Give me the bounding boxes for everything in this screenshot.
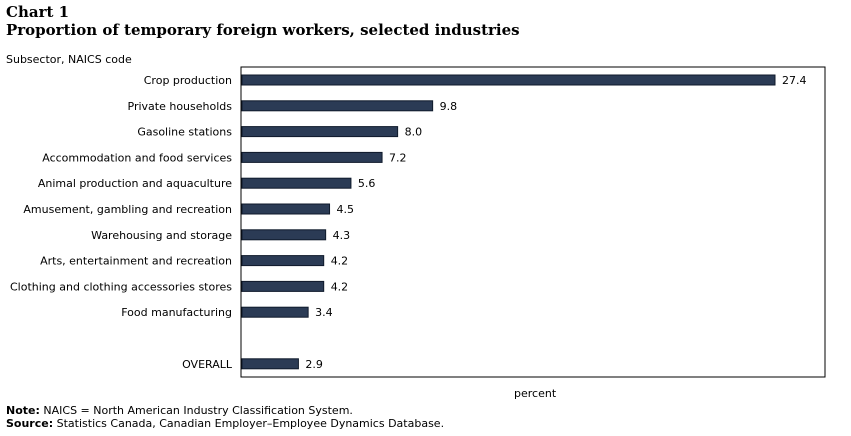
value-label: 4.2	[331, 280, 349, 293]
bar	[241, 306, 309, 318]
category-label: Private households	[128, 100, 233, 113]
value-label: 4.3	[333, 229, 351, 242]
bar	[241, 358, 299, 370]
chart-number: Chart 1	[6, 3, 70, 21]
x-axis-label: percent	[514, 387, 557, 400]
note-text: NAICS = North American Industry Classifi…	[43, 404, 353, 417]
chart-title: Proportion of temporary foreign workers,…	[6, 21, 520, 39]
bars	[241, 74, 776, 370]
bar	[241, 255, 325, 267]
category-label: Arts, entertainment and recreation	[40, 255, 232, 268]
value-label: 4.2	[331, 255, 349, 268]
value-label: 9.8	[440, 100, 458, 113]
category-labels: Crop production Private households Gasolin…	[10, 74, 233, 371]
category-label: Food manufacturing	[121, 306, 232, 319]
value-label: 3.4	[315, 306, 333, 319]
note-line: Note: NAICS = North American Industry Cl…	[6, 404, 444, 417]
value-labels: 27.4 9.8 8.0 7.2 5.64.5 4.3 4.2 4.2 3.4 2.9	[305, 74, 806, 371]
category-label: Amusement, gambling and recreation	[23, 203, 232, 216]
category-label: Animal production and aquaculture	[38, 177, 232, 190]
source-text: Statistics Canada, Canadian Employer–Emp…	[56, 417, 445, 430]
category-label: Warehousing and storage	[91, 229, 232, 242]
source-line: Source: Statistics Canada, Canadian Empl…	[6, 417, 444, 430]
bar	[241, 203, 331, 215]
plot-frame	[240, 66, 826, 378]
chart-title-block: Chart 1 Proportion of temporary foreign …	[6, 3, 520, 40]
source-label: Source:	[6, 417, 54, 430]
bar	[241, 229, 327, 241]
category-label: Clothing and clothing accessories stores	[10, 280, 232, 293]
category-label: Gasoline stations	[137, 126, 232, 139]
value-label: 27.4	[782, 74, 807, 87]
bar	[241, 126, 399, 138]
value-label: 7.2	[389, 151, 407, 164]
footnotes: Note: NAICS = North American Industry Cl…	[6, 404, 444, 430]
bar	[241, 151, 383, 163]
category-label: Accommodation and food services	[42, 151, 232, 164]
bar	[241, 74, 776, 86]
value-label: 5.6	[358, 177, 376, 190]
value-label: 4.5	[337, 203, 355, 216]
note-label: Note:	[6, 404, 40, 417]
category-label: Crop production	[144, 74, 232, 87]
category-label: OVERALL	[182, 358, 233, 371]
bar	[241, 100, 434, 112]
y-axis-label: Subsector, NAICS code	[6, 53, 132, 66]
bar	[241, 177, 352, 189]
bar	[241, 280, 325, 292]
value-label: 2.9	[305, 358, 323, 371]
value-label: 8.0	[405, 126, 423, 139]
